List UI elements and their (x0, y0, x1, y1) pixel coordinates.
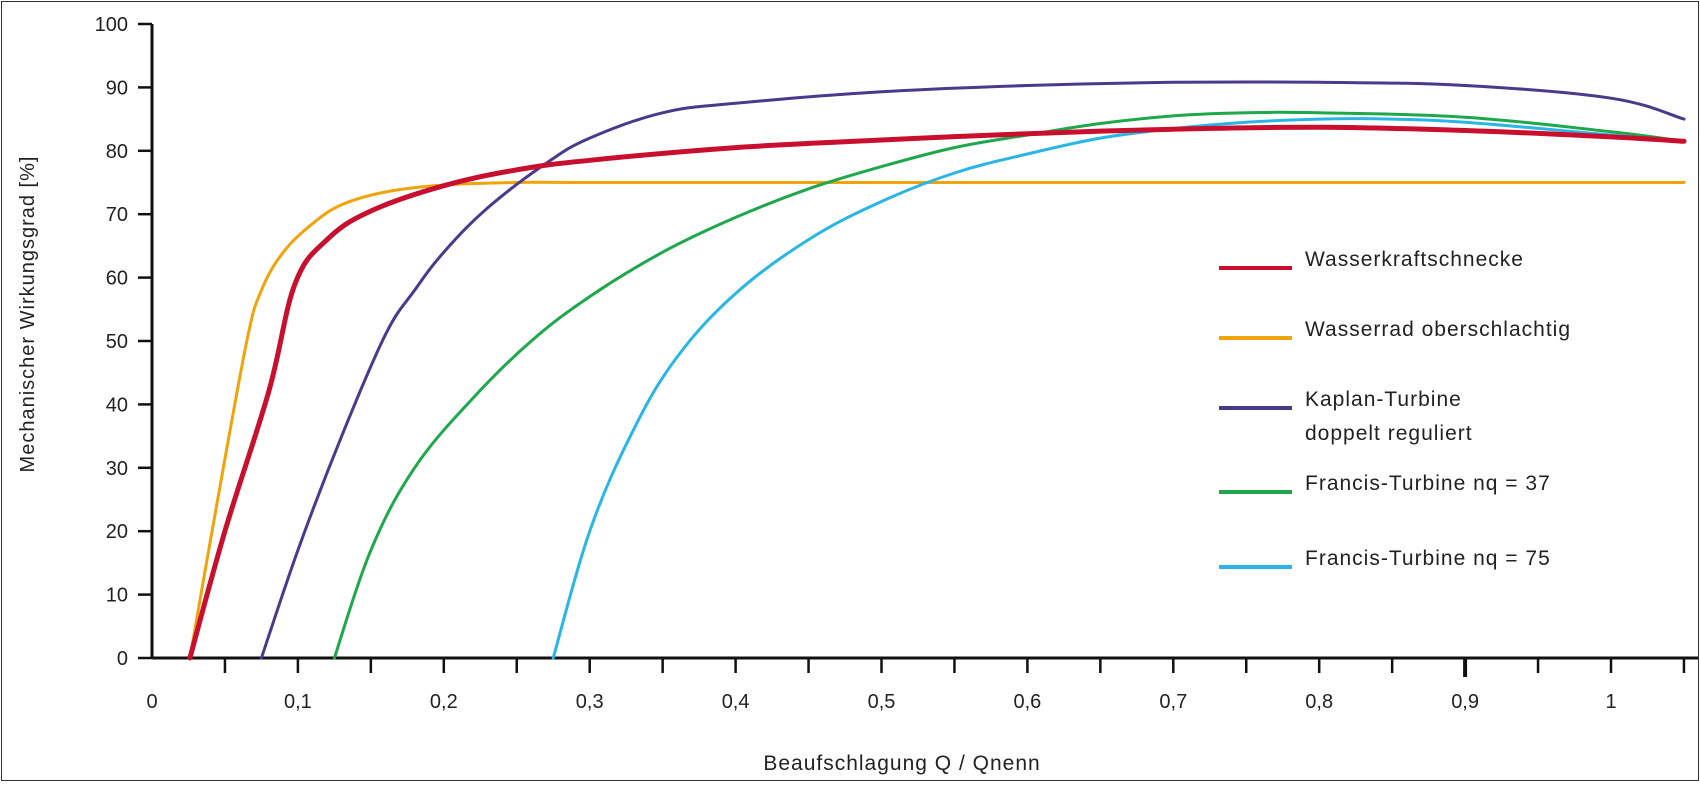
y-tick-label: 10 (106, 585, 128, 607)
legend-label-kaplan-turbine-doppelt-reguliert: Kaplan-Turbine doppelt reguliert (1305, 388, 1473, 445)
y-tick-label: 60 (106, 268, 128, 290)
x-tick-label: 0,1 (284, 691, 312, 713)
legend-label-francis-turbine-nq-75: Francis-Turbine nq = 75 (1305, 547, 1551, 570)
x-tick-label: 0,7 (1159, 691, 1187, 713)
legend-label-wasserkraftschnecke: Wasserkraftschnecke (1305, 248, 1524, 271)
y-tick-label: 0 (117, 648, 128, 670)
y-tick-label: 90 (106, 77, 128, 99)
y-tick-label: 30 (106, 458, 128, 480)
x-tick-label: 0,2 (430, 691, 458, 713)
y-tick-label: 20 (106, 521, 128, 543)
legend: Wasserkraftschnecke Wasserrad oberschlach… (1219, 248, 1571, 570)
legend-label-wasserrad-oberschlachtig: Wasserrad oberschlachtig (1305, 318, 1571, 341)
y-tick-label: 80 (106, 141, 128, 163)
series-line-francis-turbine-nq-37 (332, 110, 1686, 660)
series-line-kaplan-turbine-doppelt-reguliert (259, 80, 1686, 660)
x-tick-label: 0,5 (868, 691, 896, 713)
series-layer (187, 80, 1687, 661)
x-tick-label: 0,4 (722, 691, 750, 713)
y-tick-label: 40 (106, 394, 128, 416)
y-axis-label: Mechanischer Wirkungsgrad [%] (17, 156, 39, 473)
series-line-wasserrad-oberschlachtig (188, 180, 1686, 660)
legend-label-francis-turbine-nq-37: Francis-Turbine nq = 37 (1305, 472, 1551, 495)
series-line-francis-turbine-nq-75 (551, 117, 1686, 660)
y-tick-label: 100 (95, 14, 128, 36)
x-tick-label: 0,6 (1013, 691, 1041, 713)
x-tick-label: 0,9 (1451, 691, 1479, 713)
x-tick-label: 0 (146, 691, 157, 713)
x-tick-label: 0,3 (576, 691, 604, 713)
series-line-wasserkraftschnecke (187, 124, 1687, 661)
y-tick-label: 70 (106, 204, 128, 226)
y-tick-label: 50 (106, 331, 128, 353)
x-tick-label: 1 (1605, 691, 1616, 713)
axes: 0 10 20 30 40 50 60 70 80 90 100 0 0,1 0,2 0,3 0,4 0,5 0,… (95, 14, 1698, 713)
x-tick-label: 0,8 (1305, 691, 1333, 713)
x-axis-label: Beaufschlagung Q / Qnenn (763, 752, 1040, 775)
